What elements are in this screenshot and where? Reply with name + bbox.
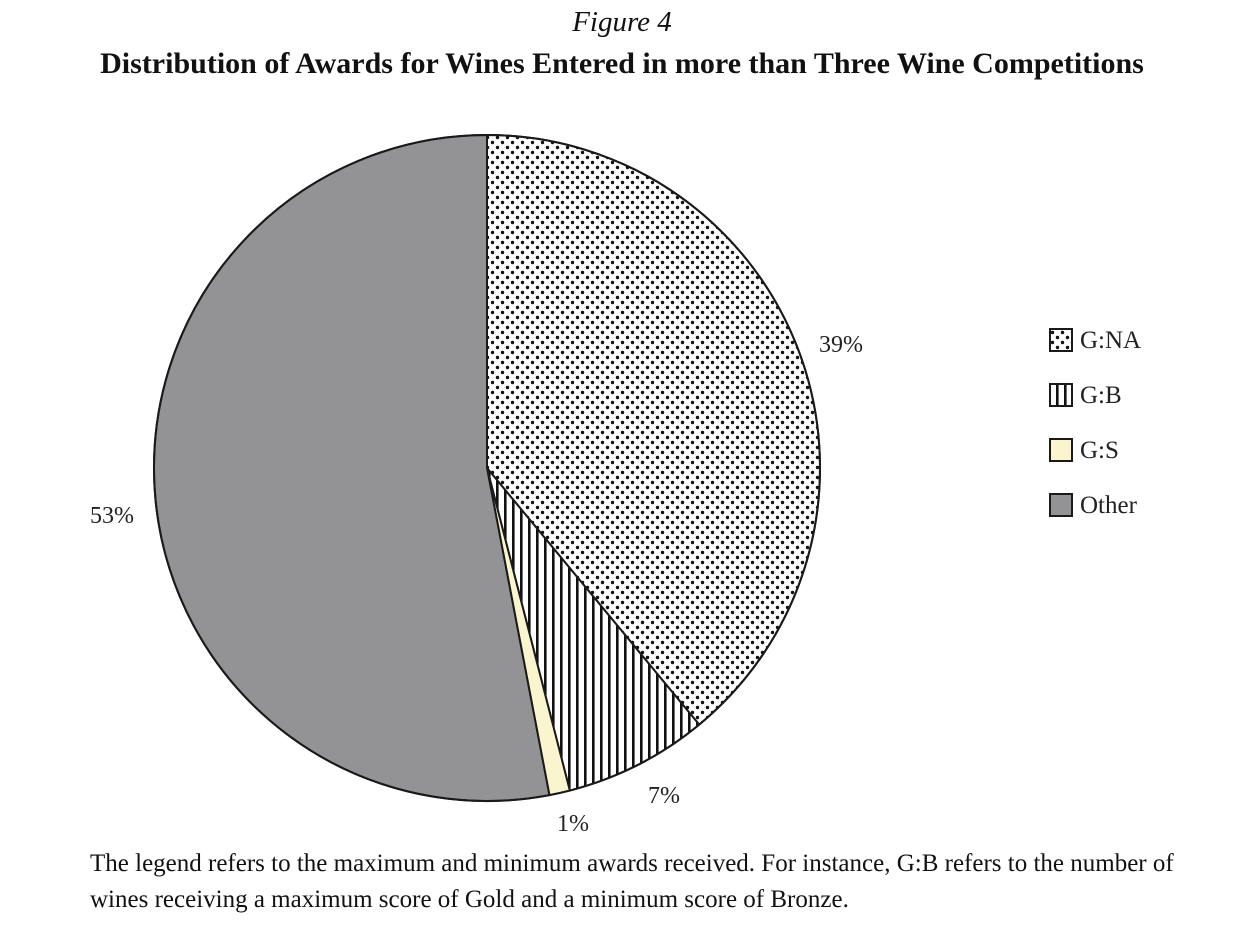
legend-swatch-g-b	[1049, 383, 1073, 407]
legend-swatch-g-s	[1049, 438, 1073, 462]
pie-slice-labels: 39% 7% 1% 53%	[90, 332, 863, 837]
legend: G:NA G:B G:S Other	[1049, 327, 1141, 519]
slice-label-g-b: 7%	[648, 783, 680, 809]
slice-label-other: 53%	[90, 503, 134, 529]
legend-label-g-na: G:NA	[1080, 327, 1141, 354]
slice-label-g-s: 1%	[557, 811, 589, 837]
legend-label-g-b: G:B	[1080, 382, 1122, 409]
figure-note: The legend refers to the maximum and min…	[90, 850, 1174, 913]
pie-outline	[153, 134, 821, 802]
legend-label-other: Other	[1080, 492, 1138, 519]
chart-title: Distribution of Awards for Wines Entered…	[100, 47, 1144, 80]
legend-swatch-g-na	[1049, 328, 1073, 352]
pie-slices	[153, 134, 821, 802]
legend-label-g-s: G:S	[1080, 437, 1119, 464]
figure-label: Figure 4	[572, 6, 672, 38]
slice-label-g-na: 39%	[819, 332, 863, 358]
legend-swatch-other	[1049, 493, 1073, 517]
